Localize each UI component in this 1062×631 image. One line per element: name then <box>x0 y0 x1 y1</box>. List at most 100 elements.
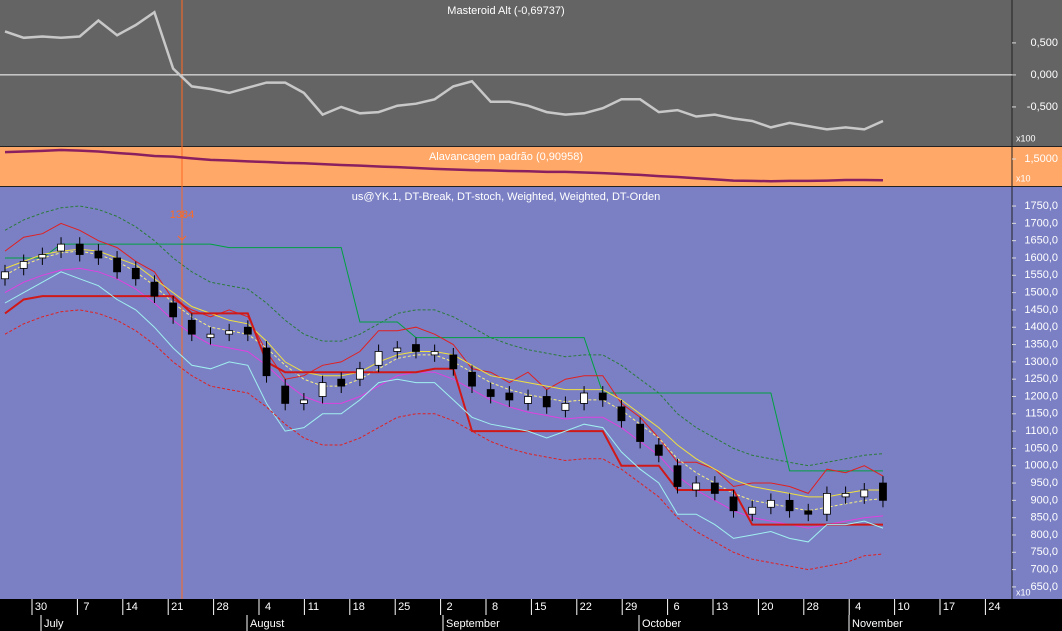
x-tick-label: 4 <box>855 601 861 613</box>
candle-body <box>486 389 495 397</box>
indicator-line <box>4 250 884 512</box>
candle-body <box>187 319 196 335</box>
y-tick-label: 1700,0 <box>1024 217 1058 229</box>
candle-body <box>225 330 234 335</box>
candle-body <box>673 465 682 487</box>
candle-body <box>318 382 327 397</box>
x-tick-label: 6 <box>674 601 680 613</box>
candle-body <box>561 403 570 411</box>
candle-body <box>636 423 645 442</box>
x-tick-label: 28 <box>807 601 819 613</box>
y-tick-label: 1750,0 <box>1024 200 1058 212</box>
indicator-line <box>4 309 884 571</box>
candle-body <box>337 378 346 387</box>
y-tick-label: 1600,0 <box>1024 252 1058 264</box>
candle-body <box>430 351 439 356</box>
candle-body <box>38 254 47 259</box>
indicator-line <box>5 243 883 472</box>
y-tick-label: 1100,0 <box>1025 425 1058 437</box>
candle-body <box>879 482 887 501</box>
candle-body <box>748 506 757 515</box>
candle-body <box>804 510 813 515</box>
y-tick-label: 1650,0 <box>1024 235 1058 247</box>
x-tick-label: 24 <box>988 601 1000 613</box>
indicator-line <box>4 205 884 467</box>
y-tick-label: 0,000 <box>1030 69 1058 81</box>
leverage-panel <box>0 147 1062 186</box>
month-label: October <box>642 618 681 630</box>
x-tick-label: 21 <box>171 601 183 613</box>
unit-label: x100 <box>1016 133 1036 143</box>
candle-body <box>785 499 794 512</box>
candle-body <box>75 243 84 255</box>
y-tick-label: 650,0 <box>1030 581 1058 593</box>
candle-body <box>468 371 476 387</box>
y-tick-label: 0,500 <box>1030 37 1058 49</box>
x-tick-label: 11 <box>308 601 319 613</box>
y-tick-label: 800,0 <box>1030 529 1058 541</box>
y-tick-label: 1300,0 <box>1024 356 1058 368</box>
x-tick-label: 14 <box>126 601 138 613</box>
x-tick-label: 28 <box>216 601 228 613</box>
x-tick-label: 22 <box>580 601 592 613</box>
month-label: July <box>44 618 64 630</box>
y-tick-label: 1050,0 <box>1024 442 1058 454</box>
candle-body <box>617 406 626 422</box>
y-tick-label: 900,0 <box>1030 494 1058 506</box>
y-tick-label: 1200,0 <box>1024 390 1058 402</box>
panel-title: us@YK.1, DT-Break, DT-stoch, Weighted, W… <box>352 191 661 203</box>
candle-body <box>356 368 364 380</box>
candle-body <box>94 250 103 259</box>
y-tick-label: 700,0 <box>1030 564 1058 576</box>
y-tick-label: -0,500 <box>1027 101 1058 113</box>
candle-body <box>692 482 701 491</box>
candle-body <box>19 261 28 269</box>
candle-body <box>524 396 532 404</box>
indicator-line <box>4 10 884 131</box>
y-tick-label: 1550,0 <box>1024 269 1058 281</box>
candle-body <box>449 354 458 370</box>
candle-body <box>262 347 271 377</box>
candle-body <box>1 271 9 280</box>
x-tick-label: 25 <box>398 601 410 613</box>
month-label: November <box>852 618 903 630</box>
candle-body <box>729 496 738 512</box>
month-label: August <box>250 618 284 630</box>
candle-body <box>860 489 869 498</box>
candle-body <box>169 302 178 318</box>
x-tick-label: 18 <box>353 601 365 613</box>
candle-body <box>841 493 850 498</box>
panel-title: Masteroid Alt (-0,69737) <box>447 5 564 17</box>
x-tick-label: 8 <box>492 601 498 613</box>
indicator-line <box>4 267 884 529</box>
y-tick-label: 950,0 <box>1030 477 1058 489</box>
candle-body <box>57 243 65 252</box>
x-tick-label: 29 <box>625 601 637 613</box>
candle-body <box>243 326 252 335</box>
indicator-line <box>4 222 884 494</box>
candle-body <box>710 482 719 494</box>
y-tick-label: 1000,0 <box>1024 460 1058 472</box>
indicator-line <box>4 148 884 183</box>
x-tick-label: 13 <box>716 601 728 613</box>
candle-body <box>654 444 663 456</box>
candle-body <box>598 392 607 401</box>
x-tick-label: 7 <box>83 601 89 613</box>
price-panel <box>0 187 1062 599</box>
candle-body <box>823 493 831 515</box>
unit-label: x10 <box>1016 173 1031 183</box>
candle-body <box>374 351 383 366</box>
candle-body <box>113 257 121 273</box>
x-tick-label: 17 <box>943 601 955 613</box>
unit-label: x10 <box>1016 587 1031 597</box>
x-tick-label: 15 <box>534 601 546 613</box>
candle-body <box>206 333 215 339</box>
x-tick-label: 20 <box>761 601 773 613</box>
cursor-arrow <box>177 228 187 241</box>
candle-body <box>150 281 159 297</box>
candle-body <box>505 392 514 401</box>
y-tick-label: 1350,0 <box>1024 338 1058 350</box>
oscillator-panel <box>0 0 1062 146</box>
